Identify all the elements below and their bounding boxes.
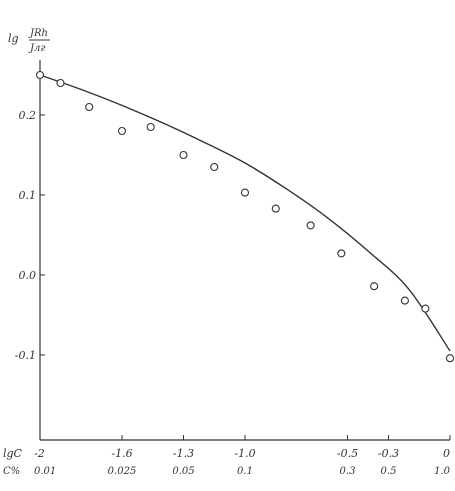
data-point <box>421 304 430 313</box>
y-axis-label: lg JRh Jлг <box>8 28 50 54</box>
data-point <box>240 188 250 197</box>
data-point <box>306 221 315 230</box>
data-point <box>337 249 346 258</box>
x2-axis-name: C% <box>3 466 20 477</box>
y-label-numerator: JRh <box>28 28 48 39</box>
data-point <box>445 354 455 363</box>
y-tick-label: -0.1 <box>15 349 36 362</box>
x2-tick-label: 0.025 <box>108 466 137 477</box>
x2-tick-label: 0.3 <box>340 466 356 477</box>
x2-tick-label: 1.0 <box>434 466 451 477</box>
x-tick-label: -1.3 <box>173 447 194 460</box>
y-tick-label: 0.2 <box>19 109 37 122</box>
x-axis-name: lgC <box>3 447 23 460</box>
fit-curve <box>39 74 451 352</box>
x-tick-label: -2 <box>34 447 45 460</box>
y-label-denominator: Jлг <box>28 43 45 54</box>
ticks: 0.2 0.1 0.0 -0.1 -2 0.01 -1.6 0.025 -1.3 0.05 -1.0… <box>15 109 451 477</box>
data-point <box>271 204 280 213</box>
data-point <box>179 150 188 160</box>
axes <box>39 60 450 441</box>
data-point <box>85 102 94 112</box>
x2-tick-label: 0.5 <box>381 466 397 477</box>
y-tick-label: 0.1 <box>19 189 37 202</box>
data-point <box>35 70 45 80</box>
data-point <box>210 162 219 172</box>
data-point <box>146 122 155 132</box>
x-tick-label: -1.0 <box>234 447 255 460</box>
y-label-lg: lg <box>8 32 19 45</box>
x-tick-label: -0.3 <box>378 447 399 460</box>
data-point <box>400 296 409 305</box>
data-point <box>117 126 127 136</box>
data-points <box>35 70 455 363</box>
x-tick-label: 0 <box>443 447 450 460</box>
data-point <box>56 78 65 88</box>
x2-tick-label: 0.01 <box>34 466 56 477</box>
x-tick-label: -1.6 <box>111 447 132 460</box>
x2-tick-label: 0.1 <box>237 466 253 477</box>
x2-tick-label: 0.05 <box>172 466 194 477</box>
data-point <box>370 282 379 291</box>
x-tick-label: -0.5 <box>337 447 358 460</box>
y-tick-label: 0.0 <box>19 269 37 282</box>
